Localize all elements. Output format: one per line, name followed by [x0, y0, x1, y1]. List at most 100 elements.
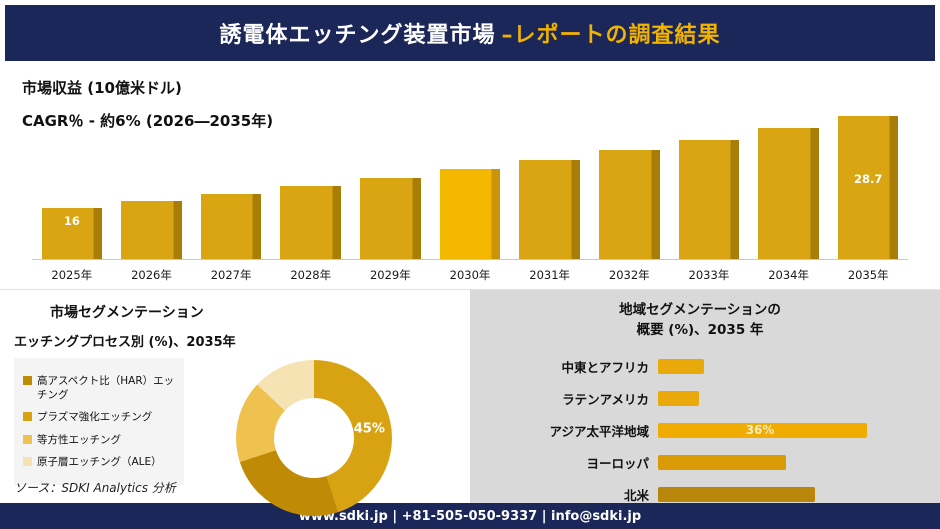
axis-label: 2028年 [290, 268, 332, 282]
legend-item: 原子層エッチング（ALE） [23, 455, 175, 469]
region-label: 北米 [623, 487, 649, 503]
revenue-bar [121, 201, 182, 259]
region-bar [658, 390, 699, 406]
region-bar [658, 358, 705, 374]
bar-column: 2029年 [350, 108, 431, 283]
bar-column: 2034年 [748, 108, 829, 283]
bar-column: 2027年 [191, 108, 271, 283]
region-bar-chart: 中東とアフリカ ラテンアメリカアジア太平洋地域 36% ヨーロッパ北米 [478, 350, 922, 510]
region-title: 地域セグメンテーションの 概要 (%)、2035 年 [478, 301, 922, 340]
region-panel: 地域セグメンテーションの 概要 (%)、2035 年 中東とアフリカ ラテンアメリ… [470, 290, 940, 503]
axis-label: 2033年 [688, 268, 730, 282]
bar-column: 2033年 [669, 108, 749, 283]
bar-area [350, 108, 431, 260]
bar-column: 28.7 2035年 [828, 108, 909, 283]
axis-label: 2027年 [210, 268, 252, 282]
axis-label: 2031年 [529, 268, 571, 282]
region-row: ラテンアメリカ [478, 382, 922, 414]
revenue-bar [519, 159, 580, 259]
header: 誘電体エッチング装置市場 –レポートの調査結果 [5, 5, 935, 61]
revenue-bar: 16 [41, 208, 103, 259]
revenue-bar: 28.7 [837, 116, 899, 259]
legend-label: 原子層エッチング（ALE） [37, 455, 162, 468]
bar-column: 2030年 [430, 108, 510, 283]
segmentation-panel: 市場セグメンテーション エッチングプロセス別 (%)、2035年 高アスペクト比… [0, 290, 470, 516]
donut-wrap: 45% [236, 360, 392, 516]
footer: www.sdki.jp | +81-505-050-9337 | info@sd… [0, 503, 940, 529]
region-label: アジア太平洋地域 [549, 423, 649, 439]
bar-area [270, 108, 351, 260]
page-title-accent: –レポートの調査結果 [501, 23, 721, 48]
legend-swatch [23, 456, 32, 466]
donut-segment-label: 45% [353, 421, 385, 437]
donut-hole [274, 398, 354, 478]
region-bar [658, 486, 815, 502]
bar-column: 2028年 [270, 108, 351, 283]
bar-column: 2031年 [509, 108, 590, 283]
bar-area [111, 108, 192, 260]
revenue-bar [439, 169, 501, 259]
region-label: ラテンアメリカ [562, 391, 649, 407]
revenue-bar [678, 139, 740, 259]
region-row: アジア太平洋地域 36% [478, 414, 922, 446]
bar-area [509, 108, 590, 260]
revenue-section: 市場収益 (10億米ドル) CAGR％ - 約6% (2026―2035年) 1… [0, 61, 940, 289]
region-label: ヨーロッパ [586, 455, 649, 471]
bar-column: 16 2025年 [32, 108, 112, 283]
segmentation-body: 高アスペクト比（HAR）エッチングプラズマ強化エッチング 等方性エッチング原子層エ… [14, 358, 456, 516]
bottom-row: 市場セグメンテーション エッチングプロセス別 (%)、2035年 高アスペクト比… [0, 289, 940, 516]
region-row: 北米 [478, 478, 922, 510]
bar-area: 16 [32, 108, 112, 260]
bar-value-label: 28.7 [854, 172, 883, 187]
revenue-bar-chart: 16 2025年 2026年 2027年 2028年 2029年 2030年 2031年 203… [32, 108, 909, 283]
revenue-labels: 市場収益 (10億米ドル) CAGR％ - 約6% (2026―2035年) [22, 77, 273, 131]
legend-label: プラズマ強化エッチング [37, 411, 153, 424]
cagr-label: CAGR％ - 約6% (2026―2035年) [22, 112, 274, 130]
legend-item: 等方性エッチング [23, 433, 175, 447]
region-bar: 36% [658, 422, 867, 438]
legend-label: 高アスペクト比（HAR）エッチング [37, 375, 175, 402]
page-title: 誘電体エッチング装置市場 [219, 23, 496, 48]
segmentation-subtitle: エッチングプロセス別 (%)、2035年 [14, 335, 236, 350]
axis-label: 2029年 [369, 268, 411, 282]
revenue-bar [280, 185, 341, 259]
revenue-bar [599, 149, 660, 259]
legend-item: 高アスペクト比（HAR）エッチング [23, 374, 175, 402]
revenue-bar [758, 128, 819, 259]
axis-label: 2030年 [449, 268, 491, 282]
legend-item: プラズマ強化エッチング [23, 410, 175, 424]
footer-contact: www.sdki.jp | +81-505-050-9337 | info@sd… [298, 508, 642, 524]
region-title-line2: 概要 (%)、2035 年 [636, 321, 764, 338]
segmentation-title: 市場セグメンテーション [50, 305, 204, 321]
bar-value-label: 16 [63, 214, 80, 229]
region-label: 中東とアフリカ [561, 359, 649, 375]
legend-swatch [23, 376, 32, 385]
legend-swatch [23, 412, 32, 422]
bar-area: 28.7 [828, 108, 909, 260]
bar-area [748, 108, 829, 260]
bar-area [191, 108, 271, 260]
source-note: ソース：SDKI Analytics 分析 [14, 481, 176, 495]
region-title-line1: 地域セグメンテーションの [619, 302, 781, 318]
axis-label: 2032年 [608, 268, 650, 282]
revenue-bar [360, 177, 421, 259]
axis-label: 2035年 [847, 268, 889, 282]
axis-label: 2034年 [768, 268, 809, 282]
bar-area [589, 108, 670, 260]
bar-area [669, 108, 749, 260]
donut-legend: 高アスペクト比（HAR）エッチングプラズマ強化エッチング 等方性エッチング原子層エ… [14, 358, 184, 485]
bar-column: 2032年 [589, 108, 670, 283]
region-row: 中東とアフリカ [478, 350, 922, 382]
legend-label: 等方性エッチング [37, 433, 121, 446]
region-row: ヨーロッパ [478, 446, 922, 478]
axis-label: 2025年 [51, 268, 93, 282]
revenue-bar [200, 193, 262, 259]
region-bar-label: 36% [745, 422, 775, 437]
axis-label: 2026年 [131, 268, 172, 282]
revenue-title: 市場収益 (10億米ドル) [22, 79, 182, 97]
region-bar [658, 454, 786, 470]
bar-column: 2026年 [111, 108, 192, 283]
bar-area [430, 108, 510, 260]
legend-swatch [23, 434, 32, 444]
